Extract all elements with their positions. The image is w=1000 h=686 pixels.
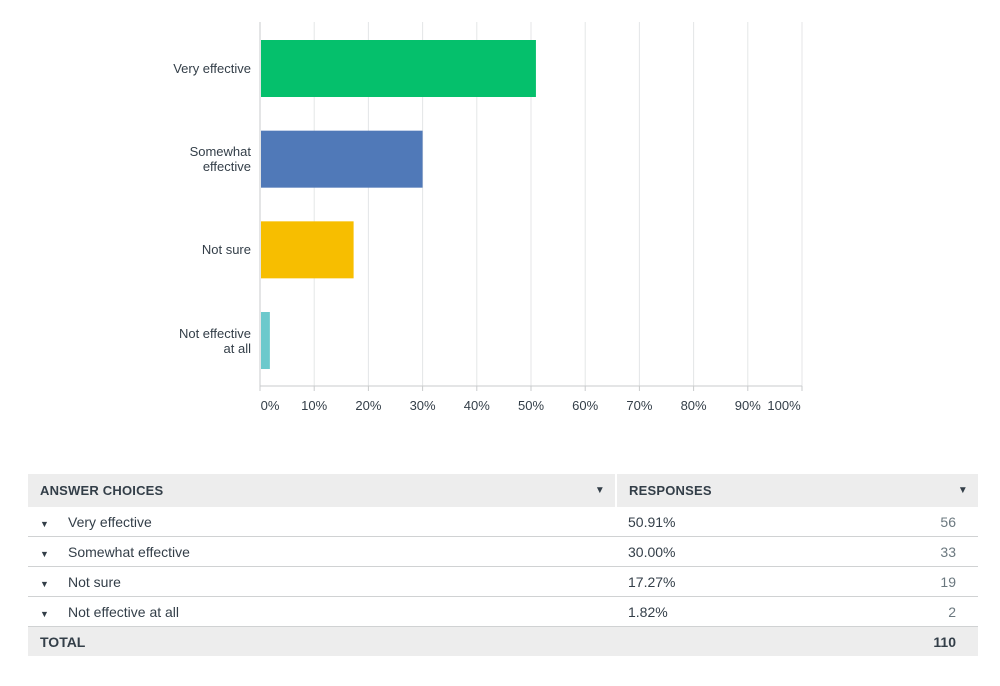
total-label: TOTAL [28, 626, 616, 656]
table-row: ▼ Somewhat effective 30.00% 33 [28, 536, 978, 567]
answer-choice-cell[interactable]: ▼ Very effective [28, 507, 616, 537]
x-tick-label: 100% [767, 398, 801, 413]
x-tick-label: 50% [517, 398, 545, 413]
expand-caret-icon[interactable]: ▼ [40, 608, 49, 619]
percent-cell: 50.91% [616, 507, 819, 537]
answer-choice-cell[interactable]: ▼ Somewhat effective [28, 536, 616, 567]
x-tick-label: 10% [301, 398, 328, 413]
sort-caret-icon[interactable]: ▼ [594, 485, 605, 496]
category-label-line: Not effective [178, 325, 251, 341]
answer-choice-cell[interactable]: ▼ Not effective at all [28, 596, 616, 627]
responses-header[interactable]: RESPONSES ▼ [615, 474, 978, 507]
bar[interactable] [261, 40, 536, 97]
percent-cell: 1.82% [616, 596, 819, 627]
category-label-line: Not sure [201, 242, 251, 258]
total-count: 110 [818, 626, 978, 656]
percent-cell: 30.00% [616, 536, 819, 567]
expand-caret-icon[interactable]: ▼ [40, 578, 49, 589]
category-label-line: effective [202, 159, 251, 175]
x-tick-label: 20% [355, 398, 382, 413]
count-cell: 56 [818, 507, 978, 537]
x-tick-label: 0% [260, 398, 280, 413]
count-cell: 2 [818, 596, 978, 627]
table-row: ▼ Not sure 17.27% 19 [28, 566, 978, 597]
bar[interactable] [261, 221, 354, 279]
category-label-line: at all [223, 340, 251, 356]
count-cell: 33 [818, 536, 978, 567]
x-tick-label: 60% [572, 398, 599, 413]
category-label: Not effective at all [111, 326, 251, 356]
count-cell: 19 [818, 566, 978, 597]
x-tick-label: 30% [409, 398, 436, 413]
x-tick-label: 70% [626, 398, 653, 413]
responses-table: ANSWER CHOICES ▼ RESPONSES ▼ ▼ Very effec… [28, 474, 978, 656]
expand-caret-icon[interactable]: ▼ [40, 518, 49, 529]
total-row: TOTAL 110 [28, 626, 978, 656]
category-label-line: Somewhat [189, 144, 251, 160]
bar[interactable] [261, 130, 423, 188]
category-label-line: Very effective [173, 61, 251, 76]
answer-choices-header[interactable]: ANSWER CHOICES ▼ [28, 474, 616, 507]
category-label: Very effective [111, 61, 251, 76]
x-tick-label: 40% [463, 398, 490, 413]
x-tick-label: 80% [680, 398, 707, 413]
bar-chart [259, 22, 803, 391]
bar[interactable] [261, 312, 270, 370]
category-label: Not sure [111, 242, 251, 257]
x-tick-label: 90% [734, 398, 761, 413]
category-label: Somewhat effective [111, 144, 251, 174]
table-row: ▼ Very effective 50.91% 56 [28, 507, 978, 537]
answer-choice-cell[interactable]: ▼ Not sure [28, 566, 616, 597]
table-row: ▼ Not effective at all 1.82% 2 [28, 596, 978, 627]
percent-cell: 17.27% [616, 566, 819, 597]
expand-caret-icon[interactable]: ▼ [40, 548, 49, 559]
sort-caret-icon[interactable]: ▼ [957, 485, 968, 496]
